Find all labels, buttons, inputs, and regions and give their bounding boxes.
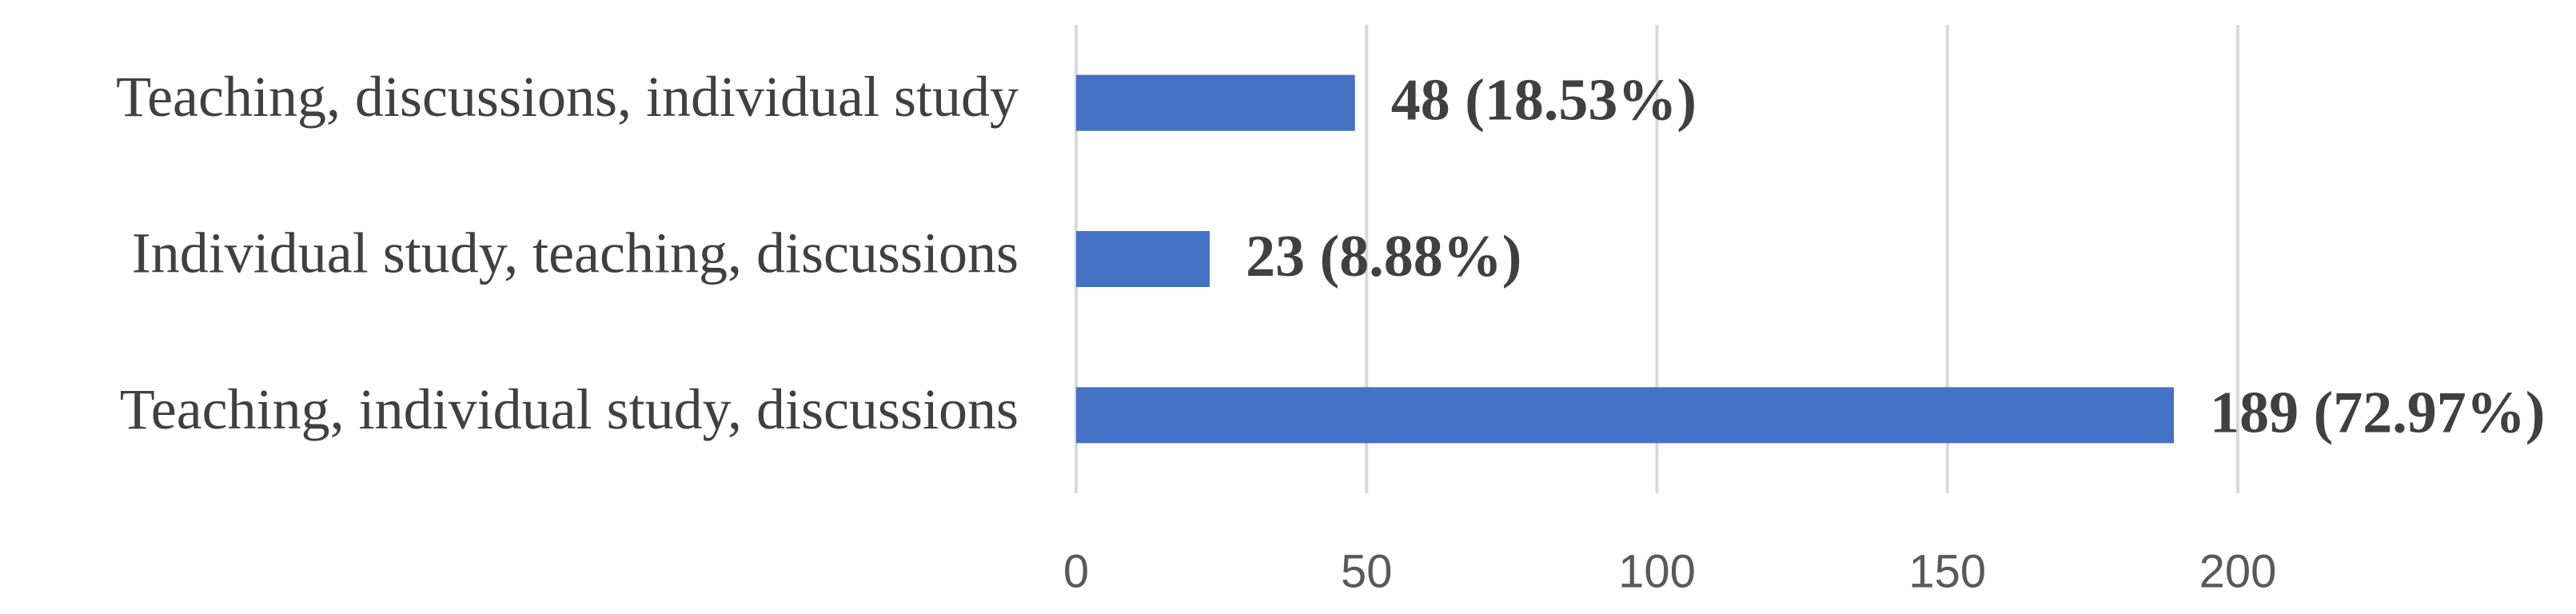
- x-tick-label: 200: [2199, 545, 2277, 597]
- x-tick-label: 50: [1341, 545, 1393, 597]
- x-tick-label: 150: [1908, 545, 1986, 597]
- y-tick-label: Teaching, individual study, discussions: [120, 377, 1019, 441]
- data-label: 48 (18.53%): [1391, 68, 1697, 134]
- y-tick-label: Individual study, teaching, discussions: [132, 221, 1019, 285]
- bar: [1076, 387, 2175, 444]
- data-label: 189 (72.97%): [2210, 380, 2545, 445]
- x-tick-label: 0: [1063, 545, 1089, 597]
- bar: [1076, 74, 1355, 131]
- y-tick-label: Teaching, discussions, individual study: [116, 65, 1019, 129]
- x-tick-label: 100: [1618, 545, 1696, 597]
- bar: [1076, 231, 1210, 287]
- data-label: 23 (8.88%): [1246, 224, 1521, 289]
